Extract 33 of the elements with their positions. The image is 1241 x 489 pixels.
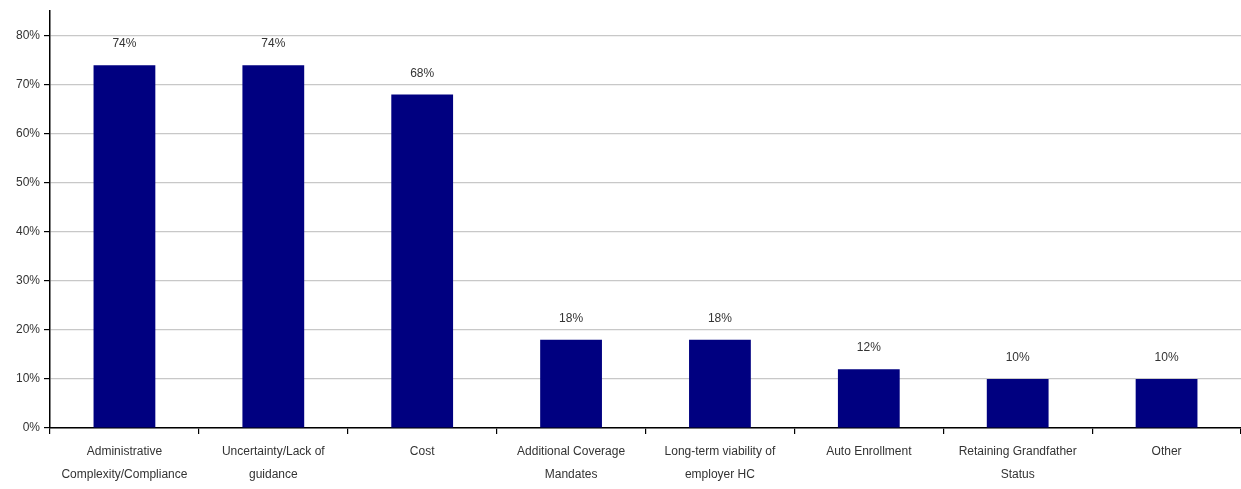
y-tick-label: 10% — [15, 371, 41, 386]
x-tick-label: Administrative Complexity/Compliance — [61, 444, 188, 481]
bar — [540, 339, 602, 428]
data-label: 68% — [410, 65, 435, 80]
x-tick-label: Additional Coverage Mandates — [517, 444, 626, 481]
bar — [986, 378, 1049, 428]
data-label: 10% — [1005, 350, 1031, 365]
y-tick-label: 80% — [15, 28, 41, 43]
y-tick-label: 30% — [15, 273, 41, 288]
y-tick-label: 70% — [15, 77, 41, 92]
x-tick-label: Cost — [409, 444, 436, 459]
x-tick-label: Retaining Grandfather Status — [958, 444, 1077, 481]
data-label: 18% — [707, 311, 733, 326]
y-tick-label: 40% — [15, 224, 41, 239]
bar — [689, 339, 751, 428]
data-label: 12% — [856, 340, 882, 355]
x-tick-label: Other — [1151, 444, 1182, 459]
x-tick-label: Auto Enrollment — [826, 444, 913, 459]
y-tick-label: 60% — [15, 126, 41, 141]
x-tick-label: Long-term viability of employer HC — [664, 444, 776, 481]
data-label: 74% — [261, 36, 286, 51]
bar — [93, 65, 156, 428]
data-label: 74% — [112, 36, 137, 51]
bar — [391, 94, 454, 428]
y-tick-label: 20% — [15, 322, 41, 337]
data-label: 18% — [559, 311, 584, 326]
bar — [837, 369, 900, 428]
y-tick-label: 0% — [22, 420, 41, 435]
y-tick-label: 50% — [15, 175, 41, 190]
bar — [242, 65, 305, 428]
bar — [1135, 378, 1198, 428]
data-label: 10% — [1154, 350, 1179, 365]
x-tick-label: Uncertainty/Lack of guidance — [221, 444, 326, 481]
